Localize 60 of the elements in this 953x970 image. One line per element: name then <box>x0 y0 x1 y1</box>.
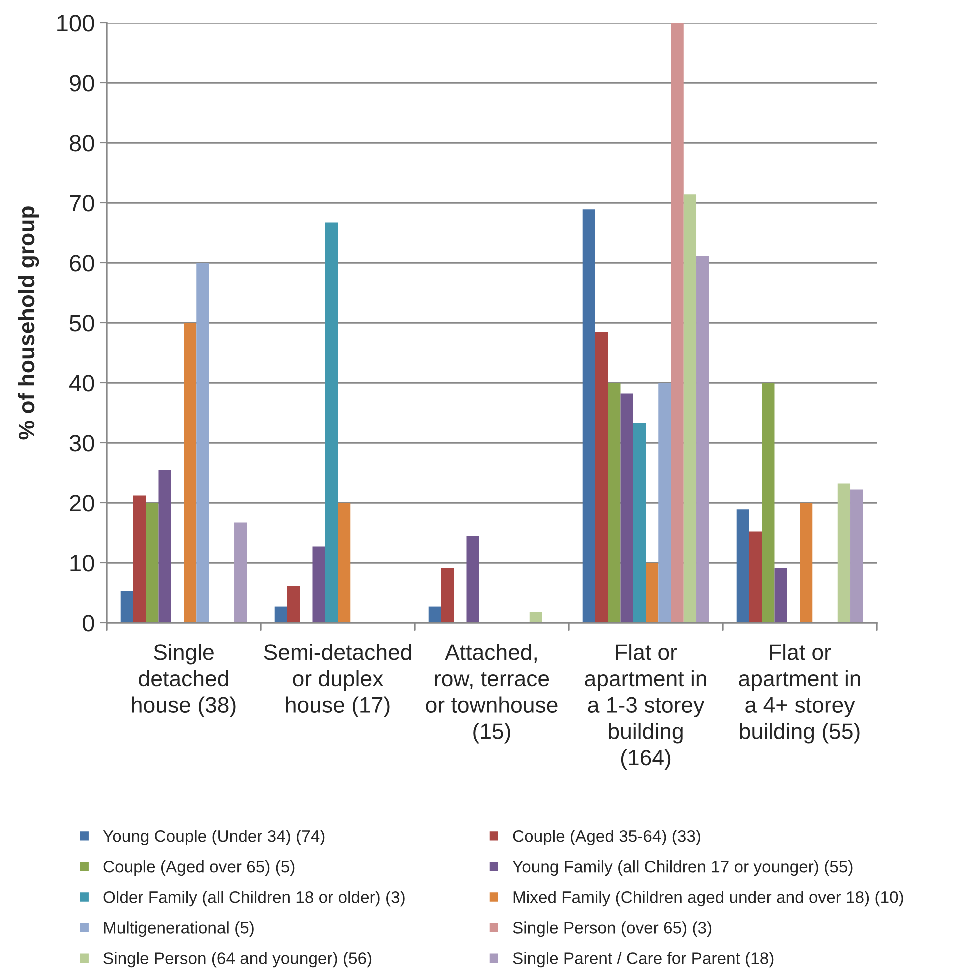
bar <box>287 586 300 623</box>
legend-label: Single Person (over 65) (3) <box>513 922 712 938</box>
bar <box>158 470 172 623</box>
legend-label: Single Parent / Care for Parent (18) <box>513 952 774 968</box>
legend-label: Young Family (all Children 17 or younger) (55) <box>512 860 853 876</box>
bar <box>274 606 288 623</box>
bar <box>774 568 788 623</box>
bar <box>582 210 596 623</box>
bar <box>428 606 442 623</box>
x-tick-label: Semi-detached or duplex house (17) <box>264 644 412 718</box>
bar <box>466 536 480 623</box>
y-tick-label: 30 <box>70 435 94 452</box>
x-tick-label: Flat or apartment in a 4+ storey building (55) <box>739 644 860 744</box>
bar <box>312 546 326 623</box>
bar <box>800 503 813 623</box>
bar <box>338 503 351 623</box>
bar <box>696 256 710 623</box>
legend-label: Single Person (64 and younger) (56) <box>104 952 372 968</box>
legend-label: Couple (Aged 35-64) (33) <box>513 830 700 846</box>
legend-label: Couple (Aged over 65) (5) <box>104 860 295 876</box>
bar <box>595 332 608 623</box>
bar <box>749 532 762 623</box>
y-tick-label: 90 <box>70 75 94 92</box>
x-tick-label: Single detached house (38) <box>132 644 236 718</box>
y-tick-label: 60 <box>70 255 94 272</box>
bar <box>671 23 684 623</box>
legend-label: Mixed Family (Children aged under and over 18) (10) <box>514 891 904 907</box>
bar <box>325 222 338 623</box>
bar <box>441 568 454 623</box>
y-tick-label: 80 <box>70 135 94 152</box>
legend-label: Older Family (all Children 18 or older) (3) <box>104 891 405 907</box>
bar <box>530 612 543 623</box>
bar <box>608 383 621 623</box>
y-axis-title: % of household group <box>18 206 40 440</box>
y-tick-label: 10 <box>70 555 94 572</box>
y-tick-label: 50 <box>70 315 94 332</box>
bar <box>684 194 697 623</box>
bar <box>133 496 146 623</box>
y-tick-label: 70 <box>70 195 94 212</box>
bar <box>762 383 775 623</box>
bar <box>234 522 248 623</box>
legend-label: Multigenerational (5) <box>104 922 254 938</box>
bar <box>736 510 750 623</box>
bar <box>196 263 210 623</box>
y-tick-label: 100 <box>58 15 94 32</box>
bar <box>838 484 851 623</box>
y-tick-label: 0 <box>82 615 94 632</box>
bar <box>120 591 134 623</box>
y-tick-label: 40 <box>69 375 94 392</box>
x-tick-label: Attached, row, terrace or townhouse (15) <box>426 644 558 744</box>
x-tick-label: Flat or apartment in a 1-3 storey building (164) <box>585 644 706 770</box>
bar <box>850 490 864 623</box>
bar <box>146 503 159 623</box>
bar <box>646 563 659 623</box>
bar <box>184 323 197 623</box>
y-tick-label: 20 <box>70 495 94 512</box>
bar <box>658 383 672 623</box>
legend-label: Young Couple (Under 34) (74) <box>103 830 325 846</box>
bar <box>633 423 646 623</box>
bar <box>620 394 634 623</box>
